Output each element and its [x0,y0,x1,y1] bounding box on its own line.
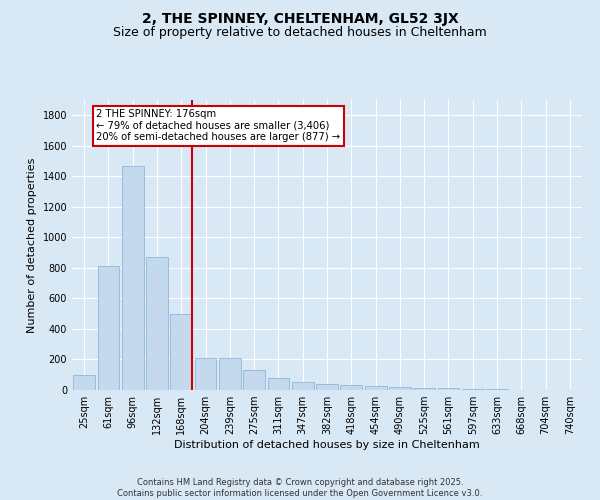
Bar [73,374,95,390]
Y-axis label: Number of detached properties: Number of detached properties [27,158,37,332]
Bar [486,389,508,390]
Bar [122,166,143,390]
Bar [365,386,386,390]
Bar [389,387,411,390]
Text: Size of property relative to detached houses in Cheltenham: Size of property relative to detached ho… [113,26,487,39]
Bar [462,389,484,390]
Bar [292,382,314,390]
Bar [97,266,119,390]
Bar [316,384,338,390]
Bar [268,378,289,390]
Bar [219,358,241,390]
Bar [170,314,192,390]
Text: Contains HM Land Registry data © Crown copyright and database right 2025.
Contai: Contains HM Land Registry data © Crown c… [118,478,482,498]
X-axis label: Distribution of detached houses by size in Cheltenham: Distribution of detached houses by size … [174,440,480,450]
Text: 2 THE SPINNEY: 176sqm
← 79% of detached houses are smaller (3,406)
20% of semi-d: 2 THE SPINNEY: 176sqm ← 79% of detached … [96,109,340,142]
Bar [413,388,435,390]
Bar [146,257,168,390]
Bar [194,358,217,390]
Bar [243,370,265,390]
Text: 2, THE SPINNEY, CHELTENHAM, GL52 3JX: 2, THE SPINNEY, CHELTENHAM, GL52 3JX [142,12,458,26]
Bar [340,384,362,390]
Bar [437,388,460,390]
